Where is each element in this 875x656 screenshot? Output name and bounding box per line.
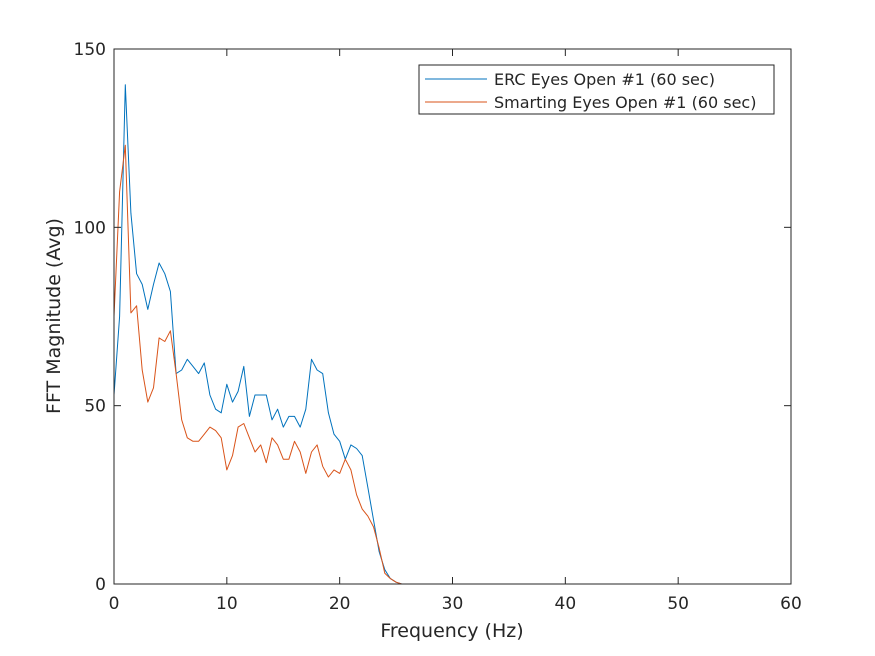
x-tick-label: 60: [780, 594, 802, 614]
x-tick-label: 30: [442, 594, 464, 614]
x-tick-label: 20: [329, 594, 351, 614]
x-axis: 0 10 20 30 40 50 60: [109, 49, 802, 614]
legend-label-erc: ERC Eyes Open #1 (60 sec): [494, 70, 715, 89]
plot-area: [114, 49, 791, 584]
legend-label-smarting: Smarting Eyes Open #1 (60 sec): [494, 93, 756, 112]
y-tick-label: 0: [95, 575, 106, 595]
y-tick-label: 100: [74, 218, 106, 238]
y-tick-label: 50: [84, 397, 106, 417]
series-line-erc: [113, 84, 786, 585]
x-tick-label: 10: [216, 594, 238, 614]
x-tick-label: 50: [667, 594, 689, 614]
x-tick-label: 0: [109, 594, 120, 614]
series-layer: [113, 84, 786, 585]
y-axis-label: FFT Magnitude (Avg): [43, 218, 65, 414]
legend-box: [418, 64, 775, 115]
y-axis: 0 50 100 150: [74, 40, 791, 595]
x-tick-label: 40: [555, 594, 577, 614]
legend: ERC Eyes Open #1 (60 sec) Smarting Eyes …: [418, 64, 775, 115]
x-axis-label: Frequency (Hz): [380, 620, 523, 642]
series-line-smarting: [113, 144, 786, 585]
y-tick-label: 150: [74, 40, 106, 60]
